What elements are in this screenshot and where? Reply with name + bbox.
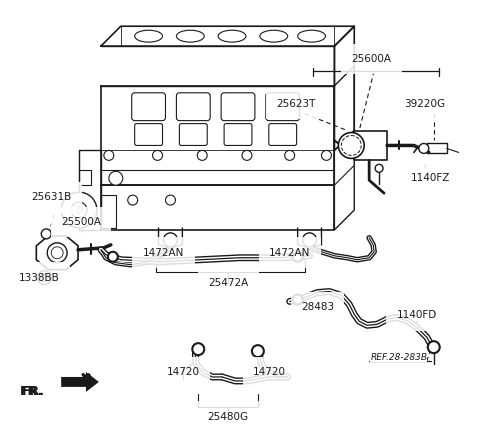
Ellipse shape (260, 30, 288, 42)
Text: 1338BB: 1338BB (19, 273, 60, 283)
Circle shape (40, 274, 48, 281)
Ellipse shape (177, 30, 204, 42)
Circle shape (285, 150, 295, 160)
FancyBboxPatch shape (269, 123, 297, 145)
FancyBboxPatch shape (180, 123, 207, 145)
Text: 39220G: 39220G (404, 99, 445, 109)
Circle shape (41, 229, 51, 239)
FancyBboxPatch shape (132, 93, 166, 121)
Circle shape (164, 233, 178, 247)
Circle shape (153, 150, 163, 160)
Polygon shape (61, 372, 99, 392)
Text: 25631B: 25631B (31, 192, 72, 202)
FancyBboxPatch shape (266, 93, 300, 121)
Text: 1140FD: 1140FD (397, 310, 437, 320)
Circle shape (375, 165, 383, 172)
Circle shape (166, 195, 175, 205)
Text: 25623T: 25623T (276, 99, 315, 109)
Text: 25480G: 25480G (207, 412, 249, 422)
Circle shape (47, 243, 67, 263)
Circle shape (197, 150, 207, 160)
Circle shape (419, 143, 429, 153)
Circle shape (51, 247, 63, 259)
Circle shape (242, 150, 252, 160)
Polygon shape (36, 236, 78, 270)
Circle shape (322, 150, 331, 160)
FancyBboxPatch shape (177, 93, 210, 121)
Text: FR.: FR. (19, 385, 43, 398)
Circle shape (61, 192, 97, 228)
Ellipse shape (298, 30, 325, 42)
Text: 1472AN: 1472AN (269, 248, 311, 258)
FancyBboxPatch shape (221, 93, 255, 121)
Text: REF.28-283B: REF.28-283B (371, 352, 428, 362)
Text: 1472AN: 1472AN (143, 248, 184, 258)
Circle shape (108, 252, 118, 262)
Circle shape (104, 150, 114, 160)
Text: 28483: 28483 (301, 302, 334, 313)
Text: FR.: FR. (22, 385, 45, 398)
Text: 1140FZ: 1140FZ (411, 173, 450, 183)
Text: 25600A: 25600A (351, 54, 391, 64)
Text: 14720: 14720 (253, 367, 286, 377)
Text: 25500A: 25500A (61, 217, 101, 227)
Circle shape (302, 233, 316, 247)
Circle shape (192, 343, 204, 355)
Ellipse shape (135, 30, 163, 42)
FancyBboxPatch shape (135, 123, 163, 145)
Circle shape (71, 202, 87, 218)
Circle shape (252, 345, 264, 357)
Circle shape (293, 252, 302, 262)
Ellipse shape (218, 30, 246, 42)
Circle shape (109, 171, 123, 185)
Circle shape (37, 271, 51, 284)
Circle shape (76, 207, 82, 213)
Circle shape (338, 132, 364, 158)
Circle shape (128, 195, 138, 205)
Text: 25472A: 25472A (208, 278, 248, 288)
Circle shape (293, 294, 302, 304)
FancyBboxPatch shape (224, 123, 252, 145)
Circle shape (428, 341, 440, 353)
Text: 14720: 14720 (167, 367, 200, 377)
